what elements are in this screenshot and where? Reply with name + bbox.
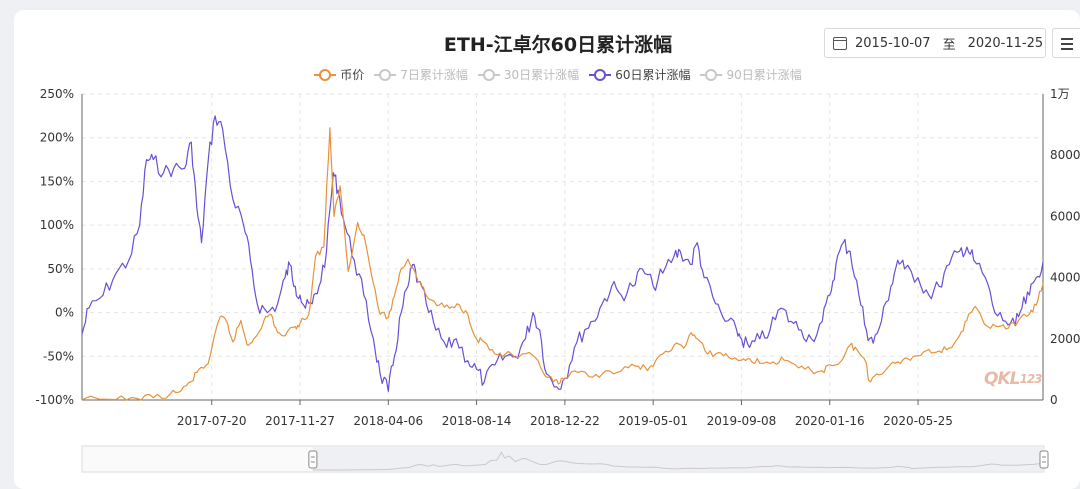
y-left-tick-label: 100% [40, 218, 74, 232]
x-tick-label: 2019-05-01 [618, 414, 688, 428]
x-tick-label: 2019-09-08 [707, 414, 777, 428]
legend-marker-icon [314, 68, 337, 81]
y-right-tick-label: 0 [1050, 393, 1058, 407]
legend-item-2[interactable]: 30日累计涨幅 [477, 66, 580, 83]
y-left-tick-label: -50% [43, 349, 74, 363]
watermark-logo: QKL123 [984, 369, 1043, 389]
date-range-separator: 至 [942, 37, 956, 53]
date-start[interactable]: 2015-10-07 [855, 35, 931, 51]
menu-button[interactable] [1052, 28, 1080, 58]
y-left-tick-label: 250% [40, 87, 74, 101]
legend-label: 7日累计涨幅 [400, 68, 468, 82]
legend-item-3[interactable]: 60日累计涨幅 [589, 66, 690, 83]
y-right-tick-label: 8000 [1050, 148, 1080, 162]
x-tick-label: 2020-05-25 [883, 414, 953, 428]
zoom-slider-preview [312, 451, 1045, 471]
legend-label: 90日累计涨幅 [726, 68, 802, 82]
y-right-tick-label: 2000 [1050, 332, 1080, 346]
series-line-price [81, 127, 1044, 401]
x-tick-label: 2017-07-20 [177, 414, 247, 428]
zoom-handle-right[interactable] [1039, 450, 1049, 469]
x-tick-label: 2018-08-14 [442, 414, 512, 428]
y-right-tick-label: 1万 [1050, 87, 1070, 101]
x-tick-label: 2017-11-27 [265, 414, 335, 428]
legend-item-4[interactable]: 90日累计涨幅 [700, 66, 802, 83]
calendar-icon [833, 36, 847, 50]
series-line-change-60d [81, 115, 1044, 392]
x-tick-label: 2020-01-16 [795, 414, 865, 428]
chart-card [14, 10, 1080, 489]
legend-marker-icon [589, 68, 612, 81]
legend-item-0[interactable]: 币价 [314, 66, 364, 83]
legend-marker-icon [700, 68, 723, 81]
chart-title: ETH-江卓尔60日累计涨幅 [443, 34, 673, 56]
hamburger-menu-icon-bar [1061, 43, 1073, 45]
x-tick-label: 2018-04-06 [353, 414, 423, 428]
chart-legend: 币价 7日累计涨幅 30日累计涨幅 60日累计涨幅 90日累计涨幅 [0, 66, 1080, 83]
y-left-tick-label: 200% [40, 131, 74, 145]
y-right-tick-label: 4000 [1050, 271, 1080, 285]
y-left-tick-label: 150% [40, 174, 74, 188]
y-left-tick-label: 0% [55, 306, 74, 320]
hamburger-menu-icon [1061, 38, 1073, 40]
date-end[interactable]: 2020-11-25 [967, 35, 1044, 51]
legend-marker-icon [477, 68, 500, 81]
legend-label: 币价 [340, 68, 365, 82]
y-left-tick-label: 50% [47, 262, 74, 276]
legend-label: 60日累计涨幅 [615, 68, 691, 82]
y-left-tick-label: -100% [35, 393, 74, 407]
x-tick-label: 2018-12-22 [530, 414, 600, 428]
date-range-picker[interactable]: 2015-10-07 至 2020-11-25 [824, 28, 1046, 58]
legend-marker-icon [374, 68, 397, 81]
zoom-handle-left[interactable] [308, 450, 318, 469]
y-right-tick-label: 6000 [1050, 209, 1080, 223]
legend-label: 30日累计涨幅 [503, 68, 580, 82]
zoom-slider-window [312, 446, 1044, 472]
legend-item-1[interactable]: 7日累计涨幅 [374, 66, 468, 83]
hamburger-menu-icon-bar [1061, 48, 1073, 50]
